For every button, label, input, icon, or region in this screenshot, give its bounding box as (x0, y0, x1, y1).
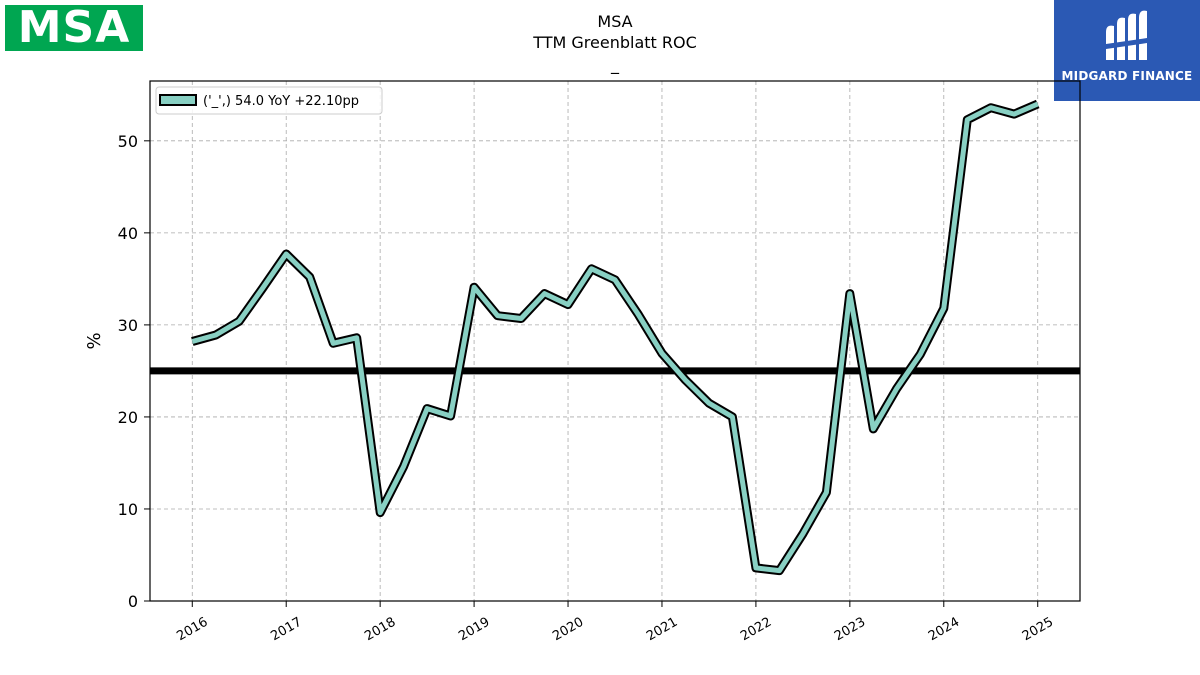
data-point (965, 117, 969, 121)
data-point (566, 302, 570, 306)
data-point (307, 275, 311, 279)
y-tick-label: 40 (118, 224, 138, 243)
midgard-finance-name: MIDGARD FINANCE (1061, 69, 1193, 83)
chart-subtitle: TTM Greenblatt ROC (532, 33, 697, 52)
series-layer (190, 99, 1040, 576)
x-tick-label: 2024 (926, 615, 962, 645)
x-tick-label: 2016 (174, 615, 210, 645)
data-point (425, 406, 429, 410)
midgard-finance-logo: MIDGARD FINANCE (1054, 0, 1200, 101)
grid-layer (150, 81, 1080, 602)
data-point (401, 464, 405, 468)
y-tick-label: 0 (128, 592, 138, 611)
plot-frame (149, 80, 1081, 602)
x-tick-label: 2025 (1020, 615, 1056, 645)
data-point (190, 339, 194, 343)
data-point (331, 341, 335, 345)
data-point (378, 510, 382, 514)
data-point (660, 351, 664, 355)
series-line-outline (191, 99, 1040, 576)
data-point (871, 427, 875, 431)
data-point (636, 313, 640, 317)
x-tick-label: 2019 (456, 615, 492, 645)
y-axis-label: % (84, 332, 105, 349)
x-tick-label: 2023 (832, 615, 868, 645)
y-tick-label: 10 (118, 500, 138, 519)
data-point (730, 415, 734, 419)
data-point (989, 105, 993, 109)
data-point (1012, 112, 1016, 116)
data-point (284, 252, 288, 256)
data-point (777, 568, 781, 572)
data-point (495, 313, 499, 317)
msa-logo: MSA (5, 5, 143, 51)
data-point (237, 319, 241, 323)
data-point (472, 285, 476, 289)
axis-layer: 0 10 20 30 40 50 2016 2017 2018 2019 2020 2021 2022 2… (118, 80, 1081, 645)
data-point (754, 566, 758, 570)
data-point (942, 306, 946, 310)
data-point (519, 316, 523, 320)
data-point (895, 386, 899, 390)
series-line (191, 101, 1039, 574)
legend-label: ('_',) 54.0 YoY +22.10pp (203, 94, 359, 109)
data-point (542, 291, 546, 295)
chart-subtitle-2: _ (610, 55, 620, 75)
midgard-emblem-icon (1106, 10, 1147, 61)
legend-box (155, 86, 383, 115)
x-tick-label: 2020 (550, 615, 586, 645)
data-point (448, 414, 452, 418)
data-point (1036, 102, 1040, 106)
x-tick-label: 2022 (738, 615, 774, 645)
y-tick-label: 30 (118, 316, 138, 335)
data-point (824, 490, 828, 494)
legend: ('_',) 54.0 YoY +22.10pp (155, 86, 383, 115)
data-point (261, 286, 265, 290)
x-tick-label: 2018 (362, 615, 398, 645)
legend-swatch (159, 94, 197, 106)
msa-logo-text: MSA (17, 2, 131, 53)
data-point (801, 532, 805, 536)
y-tick-label: 50 (118, 132, 138, 151)
chart-title: MSA (597, 12, 632, 31)
x-tick-label: 2021 (644, 615, 680, 645)
data-point (613, 278, 617, 282)
data-point (848, 291, 852, 295)
data-point (683, 378, 687, 382)
data-point (707, 401, 711, 405)
data-point (589, 267, 593, 271)
data-point (214, 333, 218, 337)
x-tick-label: 2017 (268, 615, 304, 645)
data-point (354, 336, 358, 340)
y-tick-label: 20 (118, 408, 138, 427)
data-point (918, 352, 922, 356)
